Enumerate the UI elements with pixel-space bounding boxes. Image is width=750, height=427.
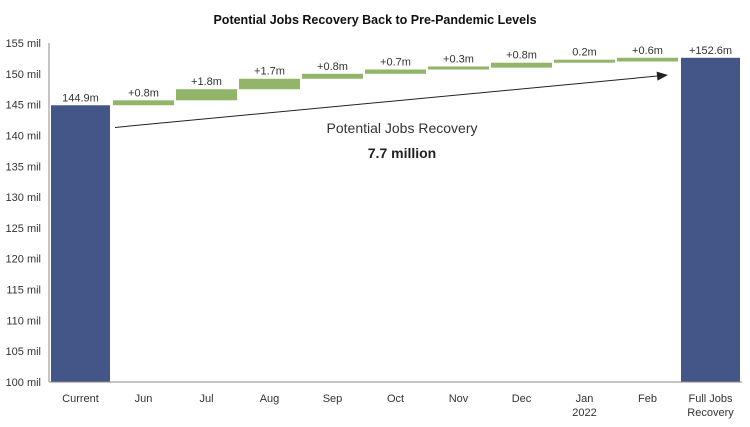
annotation-label: Potential Jobs Recovery: [327, 120, 478, 136]
x-tick-label: Dec: [512, 393, 532, 405]
data-label: +0.7m: [380, 57, 411, 69]
step-bar: [239, 78, 300, 90]
data-label: +0.8m: [317, 61, 348, 73]
step-bar: [176, 89, 237, 101]
data-label: 0.2m: [572, 47, 596, 59]
arrow-line: [114, 75, 661, 128]
chart-title: Potential Jobs Recovery Back to Pre-Pand…: [213, 13, 536, 27]
annotation: Potential Jobs Recovery 7.7 million: [114, 71, 668, 161]
x-tick-label: Jul: [199, 393, 213, 405]
data-label: +0.8m: [128, 87, 159, 99]
total-bar: [681, 57, 740, 383]
x-tick-label: Oct: [387, 393, 404, 405]
step-bar: [113, 100, 174, 106]
y-tick-label: 120 mil: [6, 254, 41, 266]
step-bar: [302, 73, 363, 79]
y-tick-label: 105 mil: [6, 346, 41, 358]
y-tick-label: 145 mil: [6, 100, 41, 112]
y-tick-label: 130 mil: [6, 192, 41, 204]
step-bar: [428, 66, 489, 70]
y-tick-label: 125 mil: [6, 223, 41, 235]
x-tick-label: Nov: [449, 393, 469, 405]
x-tick-label: Sep: [323, 393, 343, 405]
x-tick-label: Aug: [260, 393, 280, 405]
data-label: +1.8m: [191, 76, 222, 88]
total-bar: [51, 105, 110, 383]
arrowhead: [656, 71, 668, 81]
y-tick-label: 115 mil: [6, 285, 41, 297]
x-axis: Current Jun Jul Aug Sep Oct Nov Dec Jan 2022 Feb Fu…: [49, 381, 742, 419]
x-tick-label: Feb: [638, 393, 657, 405]
x-tick-label: Current: [62, 393, 99, 405]
x-tick-label: Full Jobs Recovery: [687, 393, 734, 419]
y-tick-label: 155 mil: [6, 38, 41, 50]
step-bar: [617, 57, 678, 62]
data-label: 144.9m: [62, 92, 99, 104]
y-tick-label: 135 mil: [6, 161, 41, 173]
x-tick-label: Jan 2022: [572, 393, 596, 419]
annotation-value: 7.7 million: [368, 145, 436, 161]
data-label: +152.6m: [689, 45, 732, 57]
data-label: +1.7m: [254, 66, 285, 78]
data-label: +0.3m: [443, 54, 474, 66]
y-tick-label: 140 mil: [6, 130, 41, 142]
data-label: +0.8m: [506, 50, 537, 62]
step-bar: [554, 59, 615, 63]
y-tick-label: 100 mil: [6, 377, 41, 389]
y-axis: 100 mil 105 mil 110 mil 115 mil 120 mil 125 m…: [6, 38, 50, 389]
x-tick-label: Jun: [135, 393, 153, 405]
y-tick-label: 110 mil: [6, 315, 41, 327]
step-bar: [365, 69, 426, 74]
y-tick-label: 150 mil: [6, 69, 41, 81]
data-label: +0.6m: [632, 45, 663, 57]
step-bar: [491, 62, 552, 68]
bars: 144.9m +0.8m +1.8m +1.7m +0.8m +0.7m +0.3m +0.8…: [51, 45, 740, 383]
